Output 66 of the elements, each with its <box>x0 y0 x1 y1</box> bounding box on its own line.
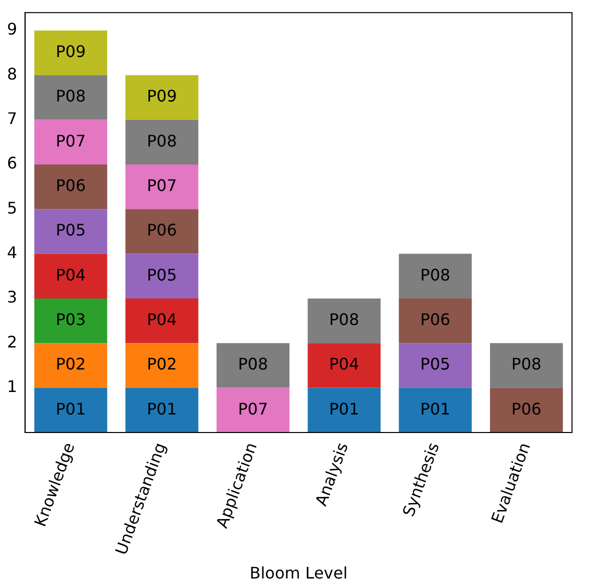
bar <box>125 343 198 388</box>
bar <box>398 343 472 388</box>
y-tick-label: 3 <box>6 288 18 307</box>
bar <box>34 388 108 432</box>
series-label: P02 <box>56 354 86 374</box>
bar <box>125 209 198 254</box>
bar <box>125 388 198 432</box>
text: P04 <box>146 310 177 329</box>
text: P06 <box>146 220 177 240</box>
y-tick-label: 9 <box>6 20 18 39</box>
text: P06 <box>511 399 542 418</box>
bar <box>308 388 381 432</box>
bar <box>398 388 472 432</box>
text: P01 <box>146 399 177 418</box>
bar <box>216 388 290 432</box>
bar <box>34 164 108 210</box>
text: P09 <box>146 86 177 106</box>
bar <box>398 298 472 344</box>
series-label: P06 <box>56 176 86 195</box>
text: P08 <box>329 310 360 329</box>
bar <box>308 343 381 388</box>
series-label: P04 <box>329 354 360 374</box>
y-tick-label: 1 <box>6 376 18 396</box>
text: P01 <box>420 399 450 418</box>
series-label: P01 <box>56 399 86 418</box>
text: P05 <box>146 265 177 284</box>
series-label: P08 <box>146 131 177 150</box>
x-axis-title: Bloom Level <box>250 564 348 583</box>
text: P08 <box>56 86 86 106</box>
text: P07 <box>238 399 268 418</box>
series-label: P07 <box>56 131 86 150</box>
y-tick-label: 4 <box>6 242 18 262</box>
y-tick-label: 7 <box>6 108 18 128</box>
bar <box>125 164 198 210</box>
text: P08 <box>238 354 268 374</box>
bar <box>34 75 108 120</box>
bar <box>34 254 108 298</box>
y-tick-label: 2 <box>6 332 18 352</box>
bar <box>490 343 563 388</box>
series-label: P05 <box>420 354 450 374</box>
y-tick-label: 6 <box>6 154 18 173</box>
bar <box>490 388 563 432</box>
y-tick-label: 5 <box>6 198 18 218</box>
text: P05 <box>56 220 86 240</box>
text: P02 <box>146 354 177 374</box>
bar <box>216 343 290 388</box>
series-label: P09 <box>56 42 86 61</box>
bar <box>125 254 198 298</box>
bar <box>398 254 472 298</box>
text: P01 <box>329 399 360 418</box>
text: P06 <box>420 310 450 329</box>
text: P08 <box>420 265 450 284</box>
bar <box>308 298 381 344</box>
bar <box>34 343 108 388</box>
bar <box>34 120 108 164</box>
text: P07 <box>146 176 177 195</box>
bar <box>125 298 198 344</box>
bar <box>125 120 198 164</box>
bar <box>34 209 108 254</box>
bar <box>125 75 198 120</box>
y-tick-label: 8 <box>6 64 18 84</box>
text: P08 <box>511 354 542 374</box>
series-label: P03 <box>56 310 86 329</box>
text: P04 <box>56 265 86 284</box>
bar <box>34 298 108 344</box>
bar <box>34 30 108 76</box>
